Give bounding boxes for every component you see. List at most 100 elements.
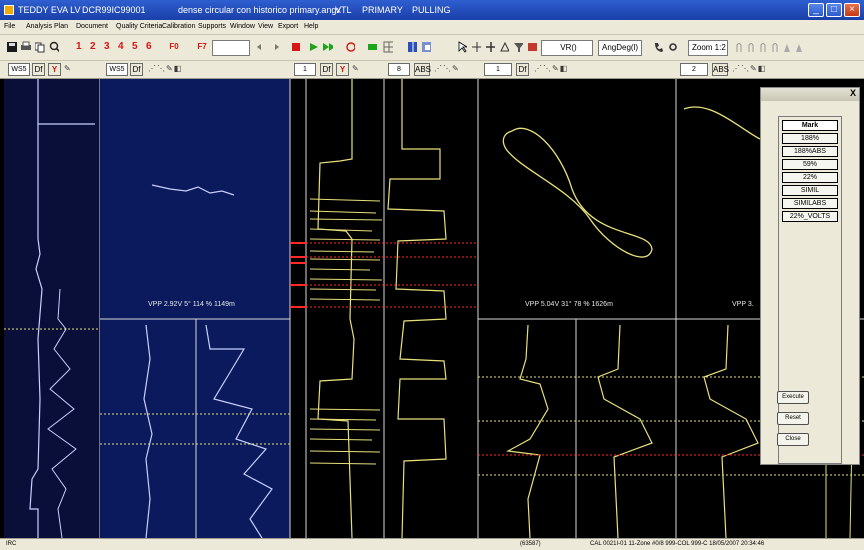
mark-list[interactable]: Mark 188% 188%ABS 59% 22% SIMIL SIMILABS… <box>778 116 842 464</box>
column-1-channel[interactable]: WS5 <box>8 63 30 76</box>
execute-button[interactable]: Execute <box>777 391 809 404</box>
column-2-channel[interactable]: WS5 <box>106 63 128 76</box>
red-defect-markers <box>290 242 306 308</box>
reset-button[interactable]: Reset <box>777 412 809 425</box>
mark-list-item-188abs[interactable]: 188%ABS <box>782 146 838 157</box>
magnifier-icon[interactable] <box>48 40 60 56</box>
column-6-tools-icon[interactable]: ⋰⋱✎◧ <box>732 64 767 73</box>
channel-5-button[interactable]: 5 <box>132 41 138 52</box>
mark-panel-titlebar[interactable]: X <box>761 88 859 101</box>
column-5-tools-icon[interactable]: ⋰⋱✎◧ <box>534 64 569 73</box>
column-2-diff-button[interactable]: Df <box>130 63 143 76</box>
filter-tool-icon[interactable] <box>512 40 524 56</box>
copy-icon[interactable] <box>34 40 46 56</box>
menu-export[interactable]: Export <box>278 23 299 30</box>
measure-tool-icon[interactable] <box>470 40 482 56</box>
column-3-diff-button[interactable]: Df <box>320 63 333 76</box>
column-4-abs-button[interactable]: ABS <box>414 63 432 76</box>
settings-icon[interactable] <box>666 40 678 56</box>
column-4-channel[interactable]: 8 <box>388 63 410 76</box>
title-state: PULLING <box>412 5 451 15</box>
eddy-current-plot-area[interactable]: VPP 2.92V 5° 114 % 1149m VPP 5.04V 31° 7… <box>0 79 864 538</box>
stop-icon[interactable] <box>290 40 302 56</box>
f7-button[interactable]: F7 <box>197 42 207 51</box>
probe-5-icon[interactable] <box>780 40 792 56</box>
menu-window[interactable]: Window <box>230 23 255 30</box>
mark-list-item-59[interactable]: 59% <box>782 159 838 170</box>
zoom-select[interactable]: Zoom 1:2 <box>688 40 728 56</box>
column-1-diff-button[interactable]: Df <box>32 63 45 76</box>
title-doc: DCR99IC99001 <box>82 5 146 15</box>
split-view-icon[interactable] <box>406 40 418 56</box>
mark-list-item-22-volts[interactable]: 22%_VOLTS <box>782 211 838 222</box>
lissajous-panel-1 <box>100 79 290 319</box>
mark-panel: X Mark 188% 188%ABS 59% 22% SIMIL SIMILA… <box>760 87 860 465</box>
column-4-tools-icon[interactable]: ⋰⋱✎ <box>434 64 460 73</box>
column-5-diff-button[interactable]: Df <box>516 63 529 76</box>
probe-4-icon[interactable] <box>768 40 780 56</box>
cursor-tool-icon[interactable] <box>456 40 468 56</box>
grid-icon[interactable] <box>382 40 394 56</box>
column-1-tools-icon[interactable]: ✎ <box>64 64 72 73</box>
record-icon[interactable] <box>366 40 378 56</box>
menu-analysis[interactable]: Analysis Plan <box>26 23 69 30</box>
column-3-y-button[interactable]: Y <box>336 63 349 76</box>
f0-button[interactable]: F0 <box>169 42 179 51</box>
column-2-tools-icon[interactable]: ⋰⋱✎◧ <box>148 64 183 73</box>
menu-calibration[interactable]: Calibration <box>162 23 196 30</box>
phone-icon[interactable] <box>652 40 664 56</box>
play-icon[interactable] <box>308 40 320 56</box>
channel-6-button[interactable]: 6 <box>146 41 152 52</box>
probe-1-icon[interactable] <box>732 40 744 56</box>
undo-icon[interactable] <box>254 40 266 56</box>
column-6-abs-button[interactable]: ABS <box>712 63 730 76</box>
channel-3-button[interactable]: 3 <box>104 41 110 52</box>
vr-field[interactable]: VR() <box>541 40 593 56</box>
maximize-button[interactable]: □ <box>826 3 842 17</box>
menu-supports[interactable]: Supports <box>198 23 227 30</box>
channel-4-button[interactable]: 4 <box>118 41 124 52</box>
lissajous-trace-1 <box>151 184 235 196</box>
strip-trace-upper <box>29 79 95 538</box>
pan-tool-icon[interactable] <box>484 40 496 56</box>
mark-list-item-simil[interactable]: SIMIL <box>782 185 838 196</box>
overlay-icon[interactable] <box>420 40 432 56</box>
menu-quality[interactable]: Quality Criteria <box>116 23 163 30</box>
channel-1-button[interactable]: 1 <box>76 41 82 52</box>
probe-6-icon[interactable] <box>792 40 804 56</box>
angle-select[interactable]: AngDeg(l) <box>598 40 642 56</box>
column-3-tools-icon[interactable]: ✎ <box>352 64 360 73</box>
close-button[interactable]: × <box>844 3 860 17</box>
column-6-channel[interactable]: 2 <box>680 63 708 76</box>
menu-file[interactable]: File <box>4 23 16 30</box>
menu-help[interactable]: Help <box>304 23 319 30</box>
menu-view[interactable]: View <box>258 23 274 30</box>
status-mid: (63587) <box>520 541 541 547</box>
probe-2-icon[interactable] <box>744 40 756 56</box>
probe-3-icon[interactable] <box>756 40 768 56</box>
redo-icon[interactable] <box>268 40 280 56</box>
print-icon[interactable] <box>20 40 32 56</box>
zoom-tool-icon[interactable] <box>498 40 510 56</box>
fast-forward-icon[interactable] <box>322 40 334 56</box>
column-1-y-button[interactable]: Y <box>48 63 61 76</box>
title-app: TEDDY EVA LV <box>18 5 81 15</box>
minimize-button[interactable]: _ <box>808 3 824 17</box>
mark-panel-close-icon[interactable]: X <box>849 88 856 98</box>
loop-icon[interactable] <box>344 40 356 56</box>
menu-document[interactable]: Document <box>76 23 108 30</box>
save-icon[interactable] <box>6 40 18 56</box>
panel-close-button[interactable]: Close <box>777 433 809 446</box>
mark-list-item-similabs[interactable]: SIMILABS <box>782 198 838 209</box>
plot-canvas <box>4 79 864 538</box>
mark-tool-icon[interactable] <box>526 40 538 56</box>
column-5-channel[interactable]: 1 <box>484 63 512 76</box>
scale-select[interactable] <box>212 40 250 56</box>
mark-list-item-188[interactable]: 188% <box>782 133 838 144</box>
channel-2-button[interactable]: 2 <box>90 41 96 52</box>
yellow-trace-2 <box>387 79 447 538</box>
mark-list-item-22[interactable]: 22% <box>782 172 838 183</box>
status-left: IRC <box>6 541 17 547</box>
menu-bar: File Analysis Plan Document Quality Crit… <box>0 20 864 35</box>
column-3-channel[interactable]: 1 <box>294 63 316 76</box>
